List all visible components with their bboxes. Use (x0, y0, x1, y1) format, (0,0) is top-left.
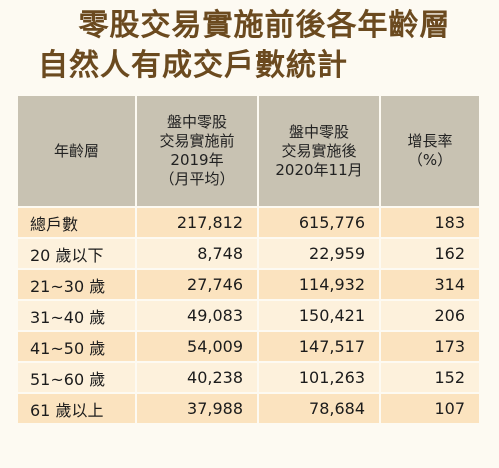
growth-rate-value: 152 (380, 362, 479, 394)
header-line: 2020年11月 (275, 160, 363, 179)
header-before: 盤中零股 交易實施前 2019年 （月平均） (136, 96, 259, 208)
growth-rate-value: 173 (380, 331, 479, 363)
before-value: 217,812 (136, 207, 259, 239)
before-value: 37,988 (136, 393, 259, 425)
header-after: 盤中零股 交易實施後 2020年11月 (258, 96, 381, 208)
table-row: 31~40 歲 49,083 150,421 206 (18, 300, 479, 332)
row-label: 41~50 歲 (18, 331, 137, 363)
header-line: 交易實施前 (159, 132, 235, 150)
row-label: 總戶數 (18, 207, 137, 239)
after-value: 114,932 (258, 269, 381, 301)
header-age-group: 年齡層 (18, 96, 137, 208)
after-value: 615,776 (258, 207, 381, 239)
stats-table: 年齡層 盤中零股 交易實施前 2019年 （月平均） 盤中零股 交易實施後 20… (18, 96, 479, 425)
header-line: 交易實施後 (281, 141, 357, 160)
row-label: 21~30 歲 (18, 269, 137, 301)
after-value: 78,684 (258, 393, 381, 425)
after-value: 150,421 (258, 300, 381, 332)
table-row: 61 歲以上 37,988 78,684 107 (18, 393, 479, 425)
table-row: 21~30 歲 27,746 114,932 314 (18, 269, 479, 301)
header-growth-rate: 增長率 （%） (380, 96, 479, 208)
table-row: 總戶數 217,812 615,776 183 (18, 207, 479, 239)
table-row: 41~50 歲 54,009 147,517 173 (18, 331, 479, 363)
row-label: 61 歲以上 (18, 393, 137, 425)
growth-rate-value: 206 (380, 300, 479, 332)
header-line: 年齡層 (53, 141, 99, 160)
row-label: 20 歲以下 (18, 238, 137, 270)
growth-rate-value: 314 (380, 269, 479, 301)
table-row: 51~60 歲 40,238 101,263 152 (18, 362, 479, 394)
row-label: 31~40 歲 (18, 300, 137, 332)
before-value: 54,009 (136, 331, 259, 363)
before-value: 8,748 (136, 238, 259, 270)
header-line: 盤中零股 (288, 122, 349, 141)
before-value: 40,238 (136, 362, 259, 394)
growth-rate-value: 183 (380, 207, 479, 239)
header-line: 盤中零股 (166, 113, 227, 131)
growth-rate-value: 162 (380, 238, 479, 270)
title-line-2: 自然人有成交戶數統計 (38, 48, 348, 83)
header-line: 2019年 (170, 151, 224, 169)
after-value: 101,263 (258, 362, 381, 394)
header-line: （月平均） (159, 170, 235, 188)
table-row: 20 歲以下 8,748 22,959 162 (18, 238, 479, 270)
header-line: （%） (407, 151, 453, 169)
row-label: 51~60 歲 (18, 362, 137, 394)
header-line: 增長率 (407, 132, 453, 150)
after-value: 147,517 (258, 331, 381, 363)
before-value: 49,083 (136, 300, 259, 332)
title-line-1: 零股交易實施前後各年齡層 (78, 8, 451, 43)
header-row: 年齡層 盤中零股 交易實施前 2019年 （月平均） 盤中零股 交易實施後 20… (18, 96, 479, 208)
before-value: 27,746 (136, 269, 259, 301)
after-value: 22,959 (258, 238, 381, 270)
page-title: 零股交易實施前後各年齡層 自然人有成交戶數統計 (0, 6, 499, 86)
growth-rate-value: 107 (380, 393, 479, 425)
